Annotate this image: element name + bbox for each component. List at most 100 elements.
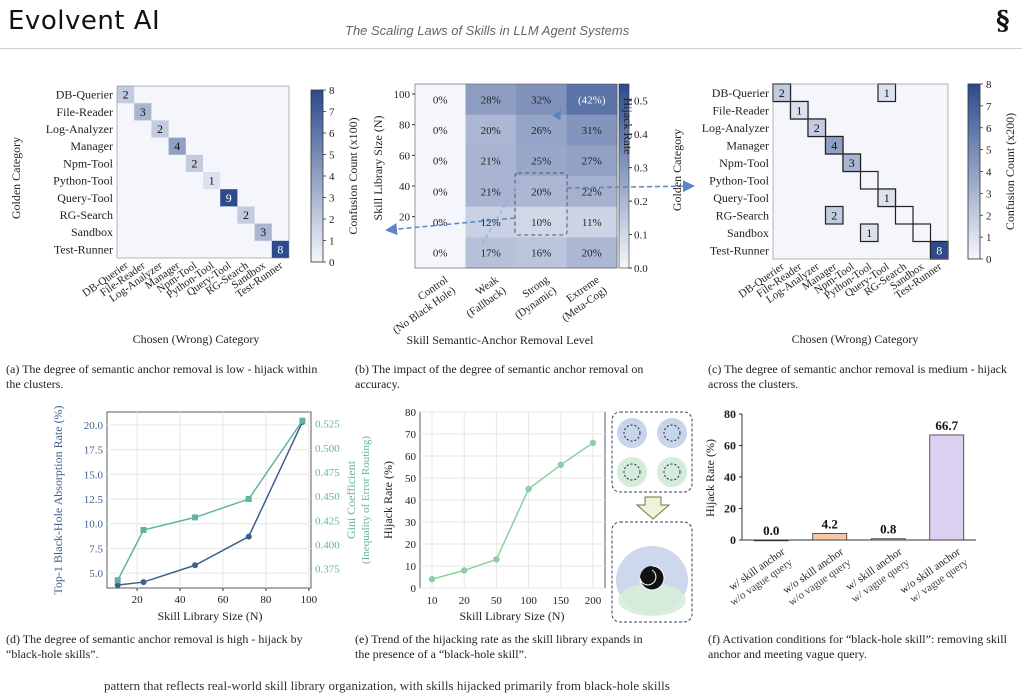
f-bar-label: 0.8 [880, 522, 897, 537]
a-cell-value: 9 [226, 191, 232, 205]
b-cell-value: 21% [481, 156, 501, 168]
b-cell [465, 237, 517, 269]
e-ytick-label: 80 [405, 407, 417, 419]
e-cluster-swirl-icon [623, 424, 641, 442]
c-colorbar [967, 83, 981, 260]
e-ytick-label: 0 [411, 583, 417, 595]
a-row-label: Sandbox [71, 225, 113, 239]
d-right-tick-label: 0.450 [315, 491, 340, 503]
b-cell-value: 21% [481, 186, 501, 198]
caption-a: (a) The degree of semantic anchor remova… [6, 362, 318, 391]
e-ytick-label: 30 [405, 517, 417, 529]
e-blackhole-swirl-icon [639, 565, 665, 591]
b-xlabel: Skill Semantic-Anchor Removal Level [407, 333, 595, 347]
c-cell [859, 223, 879, 243]
e-cluster-swirl-icon [663, 424, 681, 442]
a-row-label: Python-Tool [53, 174, 113, 188]
d-left-tick-label: 15.0 [84, 469, 104, 481]
a-cell-value: 2 [243, 208, 249, 222]
f-xtick-label: w/ skill anchorw/o vague query [720, 546, 795, 609]
a-cell [271, 240, 289, 258]
e-cluster-swirl-icon [663, 463, 681, 481]
c-cbar-tick-label: 6 [986, 123, 992, 135]
e-cluster-icon [617, 418, 647, 448]
b-cell-value: 27% [582, 156, 602, 168]
d-xtick-label: 40 [175, 594, 187, 606]
b-cell [566, 206, 618, 238]
c-cell-value: 1 [796, 103, 802, 117]
b-cbar-tick-label: 0.4 [634, 129, 648, 141]
a-cbar-tick-label: 8 [329, 85, 335, 97]
e-cluster-icon [617, 457, 647, 487]
e-point [525, 485, 532, 493]
footer-text: pattern that reflects real-world skill l… [104, 678, 670, 693]
d-xtick-label: 80 [260, 594, 272, 606]
b-cell [516, 237, 567, 269]
b-cell [415, 114, 466, 146]
c-row-label: Query-Tool [713, 191, 769, 205]
a-cbar-tick-label: 6 [329, 128, 335, 140]
b-cell-value: 0% [433, 125, 448, 137]
e-point [557, 461, 564, 468]
a-cell-value: 3 [140, 105, 146, 119]
d-xtick-label: 20 [132, 594, 144, 606]
d-series-line [117, 420, 304, 581]
paper-title: The Scaling Laws of Skills in LLM Agent … [345, 23, 630, 38]
b-cell [516, 206, 567, 238]
a-heatmap-frame [116, 85, 290, 259]
c-cell [824, 135, 844, 155]
f-ytick-label: 80 [724, 407, 736, 421]
a-cell [237, 206, 255, 224]
d-right-tick-label: 0.525 [315, 419, 340, 431]
c-row-label: RG-Search [716, 208, 769, 222]
c-cell-value: 8 [936, 243, 942, 257]
b-cell [566, 237, 618, 269]
c-cell-value: 2 [831, 208, 837, 222]
a-cell [203, 172, 221, 190]
d-right-tick-label: 0.475 [315, 467, 340, 479]
b-cell-value: 0% [433, 248, 448, 260]
f-bar-label: 66.7 [935, 418, 958, 433]
b-cell [415, 145, 466, 177]
e-clusters-box [611, 411, 693, 493]
a-cell [117, 86, 135, 104]
f-bar [812, 532, 848, 541]
b-ylabel: Skill Library Size (N) [371, 116, 385, 221]
b-cell [566, 114, 618, 146]
b-ytick-label: 60 [399, 150, 411, 162]
f-ytick-label: 0 [730, 533, 736, 547]
d-right-ylabel: Gini Coefficient [344, 460, 358, 539]
e-point [461, 567, 468, 574]
d-point [140, 579, 147, 586]
b-cell-value: 0% [433, 94, 448, 106]
d-left-tick-label: 10.0 [84, 519, 104, 531]
a-cell-value: 2 [191, 156, 197, 170]
e-xtick-label: 50 [491, 595, 503, 607]
c-cell [789, 100, 809, 120]
b-ytick-label: 20 [399, 212, 411, 224]
b-cell-value: 10% [531, 217, 551, 229]
a-cell-value: 4 [174, 139, 180, 153]
b-col-label: Strong(Dynamic) [505, 274, 559, 322]
e-ytick-label: 10 [405, 561, 417, 573]
d-point [299, 417, 306, 424]
a-cbar-tick-label: 2 [329, 214, 335, 226]
b-cell-value: 32% [531, 94, 551, 106]
d-point [140, 526, 147, 533]
a-colorbar [310, 89, 324, 263]
f-ylabel: Hijack Rate (%) [703, 439, 717, 517]
b-cell-value: 22% [582, 186, 602, 198]
c-cell [807, 118, 827, 138]
caption-b: (b) The impact of the degree of semantic… [355, 362, 644, 391]
caption-c: (c) The degree of semantic anchor remova… [708, 362, 1007, 391]
e-xtick-label: 20 [459, 595, 471, 607]
e-cluster-swirl-icon [623, 463, 641, 481]
caption-d: (d) The degree of semantic anchor remova… [6, 632, 303, 661]
a-cell [168, 137, 186, 155]
b-cell-value: 0% [433, 156, 448, 168]
b-arrow-to-c [566, 180, 695, 193]
c-cbar-tick-label: 7 [986, 101, 992, 113]
d-point [245, 533, 252, 540]
e-ytick-label: 40 [405, 495, 417, 507]
